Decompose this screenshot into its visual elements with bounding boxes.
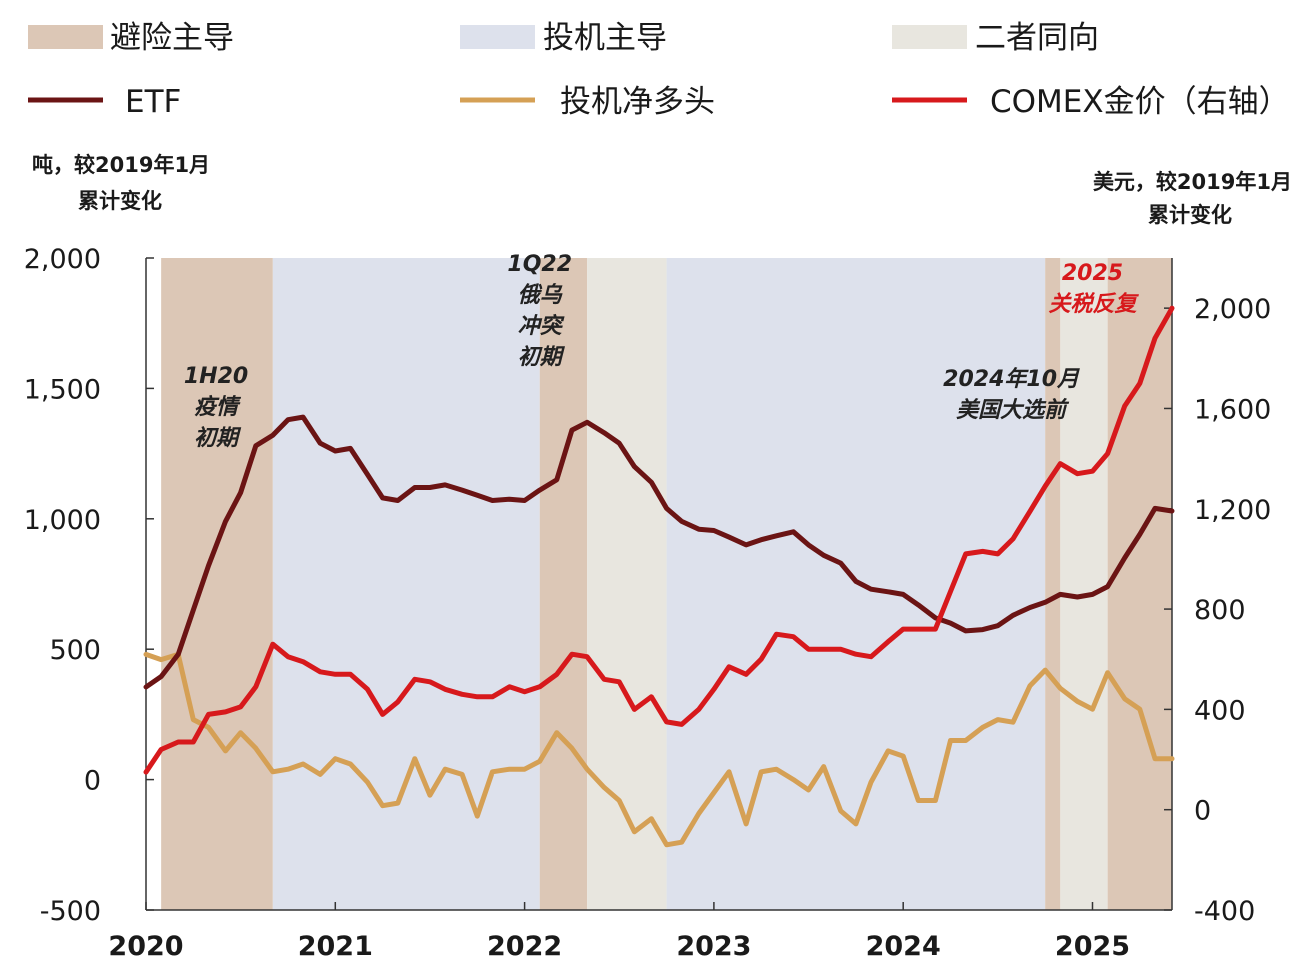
right-tick-label: 1,600 xyxy=(1194,394,1271,425)
series-line-etf xyxy=(143,414,1175,690)
left-unit-line1: 吨，较2019年1月 xyxy=(32,153,210,177)
left-tick-label: 1,000 xyxy=(24,505,101,536)
annotation-2-line: 美国大选前 xyxy=(956,397,1070,423)
left-tick-label: 0 xyxy=(84,766,101,797)
right-tick-label: 2,000 xyxy=(1194,294,1271,325)
x-tick-label: 2023 xyxy=(676,931,751,962)
x-tick-label: 2022 xyxy=(487,931,562,962)
left-tick-label: 2,000 xyxy=(24,244,101,275)
left-tick-label: -500 xyxy=(40,896,101,927)
regime-bands xyxy=(161,258,1172,910)
legend-label-haven: 避险主导 xyxy=(110,20,234,56)
annotation-3-line: 关税反复 xyxy=(1048,292,1139,317)
regime-band xyxy=(539,258,588,910)
regime-band xyxy=(587,258,667,910)
x-tick-label: 2020 xyxy=(108,931,183,962)
right-unit-line2: 累计变化 xyxy=(1148,203,1232,227)
annotation-1-line: 初期 xyxy=(518,344,566,370)
regime-band xyxy=(161,258,273,910)
legend-label-etf: ETF xyxy=(125,84,181,120)
legend-swatch-speculative xyxy=(460,25,535,49)
left-unit-line2: 累计变化 xyxy=(78,189,162,213)
annotation-1-line: 冲突 xyxy=(518,313,565,339)
regime-band xyxy=(272,258,540,910)
right-tick-label: 800 xyxy=(1194,595,1246,626)
legend-label-comex-gold: COMEX金价（右轴） xyxy=(990,84,1290,120)
right-tick-label: 0 xyxy=(1194,796,1211,827)
series-line-comex-gold xyxy=(143,305,1175,775)
right-tick-label: 400 xyxy=(1194,695,1246,726)
legend-label-spec-net-long: 投机净多头 xyxy=(560,84,715,120)
regime-band xyxy=(1060,258,1108,910)
legend: 避险主导 投机主导 二者同向 ETF 投机净多头 COMEX金价（右轴） xyxy=(28,20,1290,120)
legend-swatch-same-direction xyxy=(892,25,967,49)
x-tick-label: 2021 xyxy=(298,931,373,962)
annotation-3-line: 2025 xyxy=(1062,261,1123,286)
series-lines xyxy=(143,305,1175,848)
legend-label-same-direction: 二者同向 xyxy=(975,20,1099,56)
left-tick-label: 500 xyxy=(49,635,101,666)
series-line-spec-net-long xyxy=(143,651,1175,848)
x-tick-label: 2025 xyxy=(1055,931,1130,962)
annotation-1-line: 1Q22 xyxy=(507,252,572,277)
annotation-1-line: 俄乌 xyxy=(518,282,563,308)
legend-swatch-haven xyxy=(28,25,103,49)
x-tick-label: 2024 xyxy=(866,931,941,962)
regime-band xyxy=(1045,258,1061,910)
right-tick-label: -400 xyxy=(1194,896,1255,927)
regime-band xyxy=(1107,258,1172,910)
axes: -500 0 500 1,000 1,500 2,000 -400 0 400 800 1,200 1… xyxy=(24,244,1272,962)
annotation-0-line: 1H20 xyxy=(184,364,248,389)
legend-label-speculative: 投机主导 xyxy=(543,20,667,56)
right-tick-label: 1,200 xyxy=(1194,495,1271,526)
right-unit-line1: 美元，较2019年1月 xyxy=(1093,170,1292,194)
left-tick-label: 1,500 xyxy=(24,374,101,405)
annotation-0-line: 疫情 xyxy=(194,394,242,420)
annotation-0-line: 初期 xyxy=(194,425,242,451)
annotation-2-line: 2024年10月 xyxy=(943,366,1080,392)
